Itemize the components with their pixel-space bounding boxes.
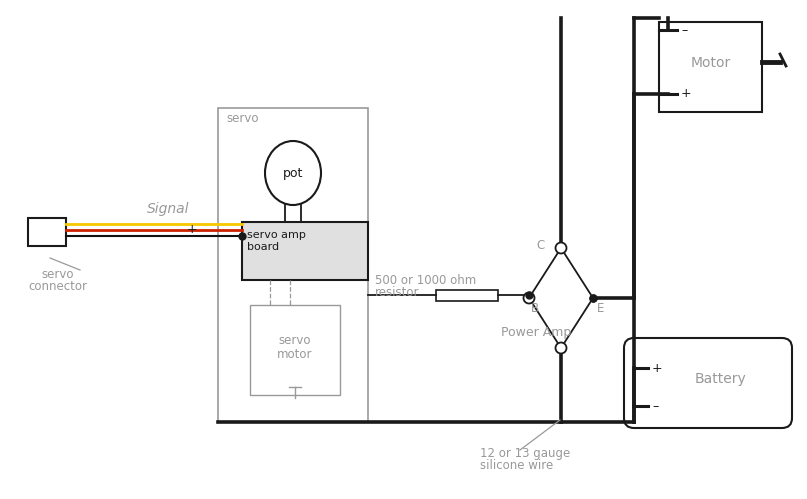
Text: Power Amp: Power Amp <box>501 326 571 339</box>
Text: –: – <box>681 24 688 37</box>
Text: +: + <box>681 86 692 99</box>
Text: E: E <box>597 302 604 315</box>
Text: servo: servo <box>226 112 258 125</box>
Bar <box>436 289 498 300</box>
Text: servo amp: servo amp <box>247 230 306 240</box>
Text: servo: servo <box>278 334 312 347</box>
Circle shape <box>555 243 567 253</box>
Bar <box>28 218 66 246</box>
Text: resistor: resistor <box>375 286 420 299</box>
Text: 500 or 1000 ohm: 500 or 1000 ohm <box>375 274 476 287</box>
Text: +: + <box>186 223 198 236</box>
Bar <box>218 108 368 422</box>
Text: connector: connector <box>28 280 87 293</box>
Text: B: B <box>531 302 539 315</box>
Text: Motor: Motor <box>690 56 730 70</box>
Text: 12 or 13 gauge: 12 or 13 gauge <box>480 447 571 460</box>
Text: C: C <box>537 239 545 252</box>
Text: pot: pot <box>282 167 303 180</box>
Text: –: – <box>189 231 195 244</box>
Circle shape <box>524 292 534 303</box>
Text: Signal: Signal <box>147 202 190 216</box>
Ellipse shape <box>265 141 321 205</box>
Text: silicone wire: silicone wire <box>480 459 554 472</box>
Text: board: board <box>247 242 279 252</box>
FancyBboxPatch shape <box>624 338 792 428</box>
Text: –: – <box>652 401 659 414</box>
Circle shape <box>555 342 567 353</box>
Text: servo: servo <box>42 268 74 281</box>
Text: Battery: Battery <box>694 372 746 386</box>
Bar <box>242 222 368 280</box>
Bar <box>250 305 340 395</box>
Text: motor: motor <box>278 348 313 361</box>
Bar <box>659 22 762 112</box>
Text: +: + <box>652 362 663 376</box>
